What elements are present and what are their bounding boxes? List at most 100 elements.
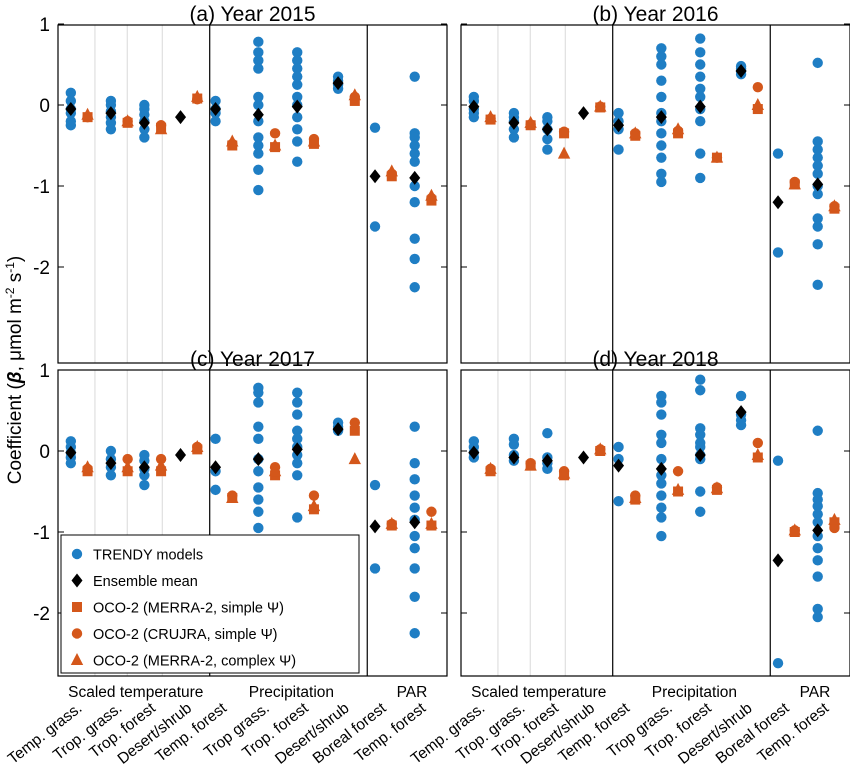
ensemble-point [735,63,747,78]
trendy-point [253,397,264,408]
trendy-point [613,441,624,453]
panel-4: (d) Year 2018 [460,348,850,677]
trendy-point [695,374,706,385]
trendy-point [65,87,77,99]
group-label: Precipitation [652,684,737,701]
trendy-point [409,140,420,151]
trendy-point [409,156,420,167]
oco-merra-complex-point [629,490,642,503]
trendy-point [656,490,667,501]
trendy-point [695,172,706,184]
ensemble-point [694,448,706,463]
legend-label: TRENDY models [93,548,203,564]
ensemble-point [175,448,187,463]
oco-merra-simple-point [349,425,360,436]
trendy-point [409,591,420,602]
trendy-point [210,433,221,445]
trendy-point [292,55,303,66]
ensemble-point [105,106,117,121]
trendy-point [253,36,264,48]
trendy-point [210,116,221,127]
trendy-point [65,95,77,107]
oco-crujra-simple-point [349,417,361,428]
trendy-point [656,530,667,542]
trendy-point [772,247,784,258]
trendy-point [812,144,823,155]
oco-merra-complex-point [348,452,362,465]
trendy-point [105,470,117,481]
trendy-point [409,180,420,192]
trendy-point [253,63,264,74]
trendy-point [292,512,303,523]
trendy-point [139,479,150,491]
trendy-point [656,429,667,440]
oco-merra-complex-point [154,122,168,135]
oco-merra-complex-point [788,523,801,536]
ensemble-point [655,110,667,125]
trendy-point [253,421,264,432]
trendy-point [409,563,420,574]
trendy-point [292,124,303,135]
trendy-point [656,91,667,103]
trendy-point [812,168,823,180]
trendy-point [369,122,381,133]
trendy-point [409,233,420,244]
trendy-point [292,397,303,408]
group-label: Scaled temperature [68,684,203,701]
trendy-point [409,457,420,469]
trendy-point [812,188,823,200]
panel-title: (c) Year 2017 [190,348,315,371]
y-tick-label: -2 [33,604,50,625]
trendy-point [812,517,823,528]
trendy-point [735,390,747,402]
oco-merra-complex-point [191,439,204,452]
panel-title: (a) Year 2015 [189,3,315,26]
trendy-point [656,409,667,420]
y-tick-label: 0 [39,442,50,463]
trendy-point [812,57,823,69]
trendy-point [253,184,264,196]
ensemble-point [369,169,381,184]
trendy-point [292,79,303,90]
trendy-point [656,168,667,180]
oco-crujra-simple-point [752,437,764,449]
trendy-point [409,490,420,501]
oco-merra-complex-point [226,490,239,503]
oco-merra-complex-point [828,512,841,525]
trendy-point [409,132,420,143]
trendy-point [656,128,667,139]
legend-label: OCO-2 (MERRA-2, simple Ψ) [93,601,284,617]
oco-crujra-simple-point [308,490,320,501]
trendy-point [695,71,706,82]
trendy-point [253,494,264,505]
trendy-point [292,136,303,147]
oco-merra-complex-point [557,146,571,159]
trendy-point [292,433,303,445]
y-axis-label-sup2: -1 [3,262,17,273]
trendy-point [369,221,381,232]
trendy-point [292,425,303,436]
legend-label: Ensemble mean [93,574,198,590]
trendy-point [253,522,264,534]
trendy-point [369,563,381,574]
trendy-point [812,239,823,250]
oco-merra-complex-point [121,114,134,127]
trendy-point [695,429,706,440]
oco-merra-complex-point [484,461,497,474]
ensemble-point [468,445,480,460]
trendy-point [656,43,667,54]
group-label: Precipitation [249,684,334,701]
trendy-point [542,427,553,439]
trendy-point [409,502,420,513]
legend-marker [71,573,83,588]
oco-merra-complex-point [524,458,537,471]
ensemble-point [694,99,706,114]
oco-merra-complex-point [385,164,398,177]
plot-frame [57,369,448,677]
trendy-point [542,463,553,475]
ensemble-point [812,523,824,538]
oco-merra-complex-point [594,99,607,112]
oco-merra-complex-point [524,115,537,128]
trendy-point [695,83,706,95]
trendy-point [253,466,264,477]
